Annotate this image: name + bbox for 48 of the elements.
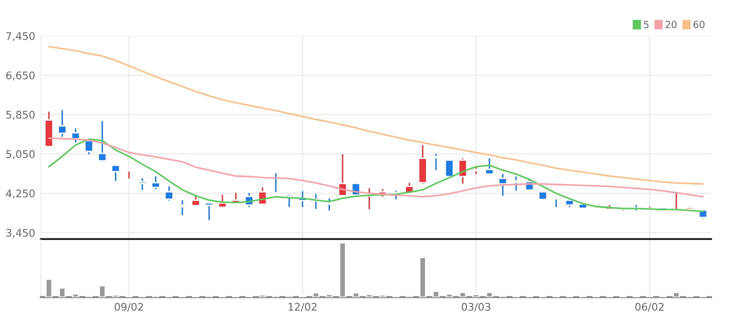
bar [432, 290, 440, 298]
candlestick [110, 164, 120, 182]
candlestick [138, 178, 148, 191]
bar [45, 278, 53, 298]
bar [472, 294, 480, 298]
candlestick [218, 194, 228, 208]
bar [366, 294, 373, 298]
x-tick-label: 09/02 [114, 302, 143, 312]
y-tick-label: 6,650 [6, 71, 35, 80]
y-tick-label: 5,850 [6, 110, 35, 120]
candlestick [58, 109, 67, 138]
bar [312, 292, 320, 298]
bar [352, 292, 360, 298]
y-tick-label: 5,050 [6, 150, 35, 160]
y-tick-label: 4,250 [6, 190, 35, 198]
y-tick-label: 3,450 [6, 228, 35, 238]
line-series [48, 46, 704, 185]
candlestick [484, 158, 494, 175]
bar [446, 293, 454, 298]
legend-label: 20 [666, 20, 677, 28]
candlestick [178, 199, 188, 216]
candlestick [150, 176, 160, 190]
x-tick-label: 06/02 [635, 302, 664, 312]
bar [418, 256, 426, 298]
candlestick [498, 173, 508, 196]
y-tick-label: 7,450 [6, 32, 35, 42]
candlestick [458, 158, 468, 184]
candlestick [204, 202, 214, 221]
bar [459, 292, 466, 298]
bar [72, 293, 80, 298]
bar [112, 294, 120, 298]
bar [58, 287, 66, 298]
legend-label: 5 [644, 20, 648, 28]
x-tick-label: 12/02 [288, 302, 316, 312]
legend-label: 60 [693, 20, 705, 28]
bar [378, 294, 386, 298]
x-tick-label: 03/03 [462, 302, 490, 312]
line-series [48, 138, 704, 212]
bar [338, 242, 346, 298]
bar [326, 294, 333, 298]
candlestick [271, 172, 281, 195]
candlestick [191, 194, 200, 206]
candlestick [98, 120, 107, 162]
bar [98, 285, 106, 298]
bar [486, 292, 494, 298]
bar [672, 292, 680, 298]
candlestick [70, 128, 80, 144]
candlestick [164, 186, 174, 202]
